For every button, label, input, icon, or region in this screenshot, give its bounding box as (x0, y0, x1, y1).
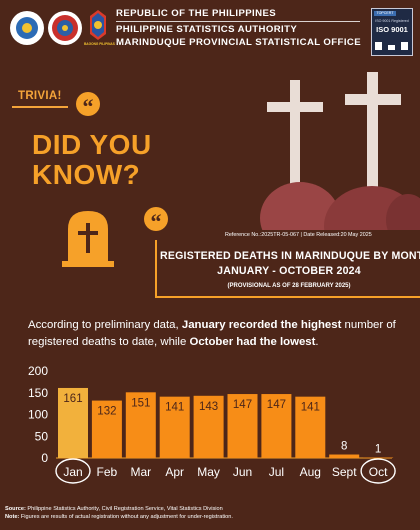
x-tick-label: Aug (300, 465, 321, 479)
data-label: 143 (199, 401, 218, 413)
highlight-circle (360, 458, 396, 484)
iso-badge: TOPCERT ISO 9001 Registered ISO 9001 (371, 8, 413, 56)
header-text: REPUBLIC OF THE PHILIPPINES PHILIPPINE S… (116, 7, 362, 49)
highlight-circle (55, 458, 91, 484)
deaths-bar-chart: 0 50 100 150 200 161 Jan 132 Feb 151 Mar 141 Apr 143 M… (28, 364, 396, 484)
tombstone-icon (62, 211, 114, 267)
x-tick-label: Mar (130, 465, 151, 479)
y-tick-label: 100 (28, 408, 48, 422)
y-tick-label: 50 (35, 429, 49, 443)
bar-sept (329, 454, 360, 458)
data-label: 161 (63, 393, 82, 405)
x-tick-label: Sept (332, 465, 357, 479)
footer: Source: Philippine Statistics Authority,… (5, 505, 415, 521)
bar-apr (159, 396, 190, 458)
bar-mar (125, 392, 156, 458)
headline-line-2: JANUARY - OCTOBER 2024 (217, 265, 361, 277)
iso-bars-icon (375, 42, 409, 50)
did-you-know-heading: DID YOU KNOW? (32, 130, 152, 190)
data-label: 147 (233, 399, 252, 411)
grave-mound-icon (386, 194, 420, 230)
iso-tag: TOPCERT (374, 11, 396, 16)
y-tick-label: 0 (41, 451, 48, 465)
data-label: 8 (341, 441, 347, 453)
frame-line (155, 296, 420, 298)
header-line-2: PHILIPPINE STATISTICS AUTHORITY (116, 24, 298, 35)
description: According to preliminary data, January r… (28, 317, 400, 351)
reference-note: Reference No.:2025TR-05-067 | Date Relea… (225, 232, 372, 238)
description-highlight: October had the lowest (189, 336, 316, 348)
header-divider (116, 21, 360, 22)
data-label: 147 (267, 399, 286, 411)
x-tick-label: Jun (233, 465, 252, 479)
x-tick-label: Feb (97, 465, 118, 479)
x-tick-label: Apr (165, 465, 184, 479)
frame-line (155, 240, 157, 297)
logo-caption: BAGONG PILIPINAS (84, 42, 115, 46)
bar-aug (295, 396, 326, 458)
agency-logos: BAGONG PILIPINAS (8, 8, 115, 52)
source-label: Source: (5, 506, 26, 512)
note-text: Figures are results of actual registrati… (19, 514, 233, 520)
x-tick-label: Jan (63, 465, 82, 479)
source-text: Philippine Statistics Authority, Civil R… (25, 506, 223, 512)
x-tick-label: Oct (369, 465, 388, 479)
header-line-1: REPUBLIC OF THE PHILIPPINES (116, 8, 277, 19)
data-label: 141 (165, 402, 184, 414)
header-line-3: MARINDUQUE PROVINCIAL STATISTICAL OFFICE (116, 37, 362, 48)
headline-line-1: REGISTERED DEATHS IN MARINDUQUE BY MONTH (160, 250, 420, 262)
description-text: According to preliminary data, (28, 319, 182, 331)
description-text: . (315, 336, 319, 348)
bar-jan (58, 387, 88, 458)
cross-icon (267, 80, 323, 200)
trivia-underline (12, 106, 68, 108)
iso-sub: ISO 9001 Registered (375, 19, 409, 23)
y-tick-label: 150 (28, 386, 48, 400)
description-text: number of registered deaths to date, whi… (28, 319, 396, 348)
did-you-know-text: DID YOU KNOW? (32, 129, 152, 190)
quote-bubble-icon: “ (76, 92, 100, 119)
note-label: Note: (5, 514, 20, 520)
headline-line-3: (PROVISIONAL AS OF 28 FEBRUARY 2025) (227, 283, 351, 289)
iso-label: ISO 9001 (376, 25, 408, 34)
bar-feb (91, 400, 122, 458)
bar-may (193, 395, 224, 458)
description-highlight: January recorded the highest (181, 319, 342, 331)
graves-illustration (260, 72, 420, 230)
trivia-label: TRIVIA! (18, 90, 62, 102)
y-tick-label: 200 (28, 364, 48, 378)
data-label: 132 (97, 406, 116, 418)
bar-jun (227, 394, 258, 458)
data-label: 1 (375, 444, 381, 456)
cross-icon (345, 72, 401, 204)
bar-jul (261, 394, 292, 458)
grave-mound-icon (260, 182, 340, 230)
data-label: 141 (301, 402, 320, 414)
x-tick-label: May (197, 465, 220, 479)
quote-bubble-icon: “ (144, 207, 168, 234)
data-label: 151 (131, 397, 150, 409)
logos-graphic (10, 10, 106, 45)
x-tick-label: Jul (269, 465, 284, 479)
